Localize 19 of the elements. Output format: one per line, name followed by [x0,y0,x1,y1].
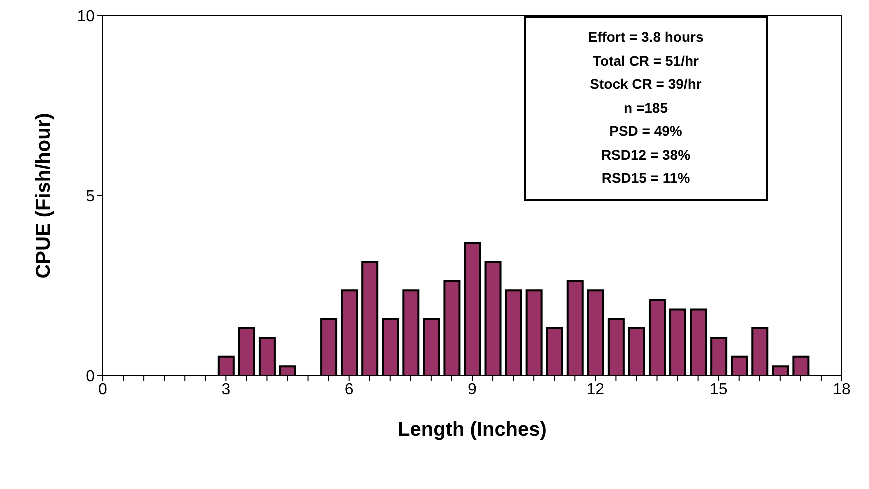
x-tick-label: 15 [710,381,728,398]
annotation: RSD12 = 38% [600,146,692,164]
x-axis-title: Length (Inches) [398,419,547,441]
y-tick-label: 10 [77,8,96,26]
x-tick-label: 3 [222,381,231,398]
annotation: PSD = 49% [608,122,684,141]
annotation: Total CR = 51/hr [592,52,700,70]
annotation: Effort = 3.8 hours [587,28,705,47]
annotation: RSD15 = 11% [600,169,692,188]
annotation: Stock CR = 39/hr [589,75,703,94]
x-tick-label: 0 [98,381,108,398]
annotation: n =185 [623,98,669,118]
x-tick-label: 9 [468,381,478,398]
y-axis-title: CPUE (Fish/hour) [33,113,56,279]
x-tick-label: 6 [344,381,354,398]
y-tick-label: 5 [86,188,96,206]
x-tick-label: 12 [586,381,605,398]
y-tick-label: 0 [86,368,96,386]
x-tick-label: 18 [833,381,851,398]
